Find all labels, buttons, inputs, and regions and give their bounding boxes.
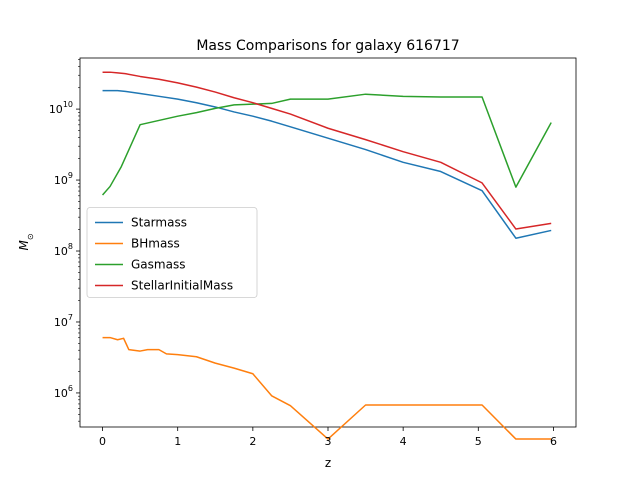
x-axis-label: z xyxy=(325,456,331,470)
series-layer xyxy=(101,71,552,440)
y-axis-label: M⊙ xyxy=(17,233,35,250)
legend: Starmass BHmass Gasmass StellarInitialMass xyxy=(86,207,258,298)
legend-label: StellarInitialMass xyxy=(131,279,233,293)
series-line-bhmass xyxy=(102,336,552,440)
chart-title: Mass Comparisons for galaxy 616717 xyxy=(196,38,459,54)
legend-label: Starmass xyxy=(131,216,187,230)
y-axis-label-subscript: ⊙ xyxy=(26,233,35,240)
y-tick-label: 1010 xyxy=(49,100,73,116)
series-line-gasmass xyxy=(101,93,552,196)
legend-label: Gasmass xyxy=(131,258,185,272)
y-tick-label: 106 xyxy=(54,384,73,400)
y-axis-ticks: 106 107 108 109 1010 xyxy=(49,59,80,422)
y-tick-label: 107 xyxy=(54,313,73,329)
y-tick-label: 109 xyxy=(54,171,73,187)
series-line-starmass xyxy=(102,89,552,239)
x-axis-ticks: 0 1 2 3 4 5 6 xyxy=(99,427,557,448)
x-tick-label: 4 xyxy=(400,435,407,448)
x-tick-label: 1 xyxy=(174,435,181,448)
x-tick-label: 6 xyxy=(550,435,557,448)
x-tick-label: 2 xyxy=(249,435,256,448)
series-line-stellarinitialmass xyxy=(102,71,552,230)
x-tick-label: 0 xyxy=(99,435,106,448)
y-axis-label-symbol: M xyxy=(17,240,31,251)
x-tick-label: 3 xyxy=(325,435,332,448)
y-tick-label: 108 xyxy=(54,242,73,258)
x-tick-label: 5 xyxy=(475,435,482,448)
legend-box xyxy=(86,207,258,298)
legend-label: BHmass xyxy=(131,237,180,251)
